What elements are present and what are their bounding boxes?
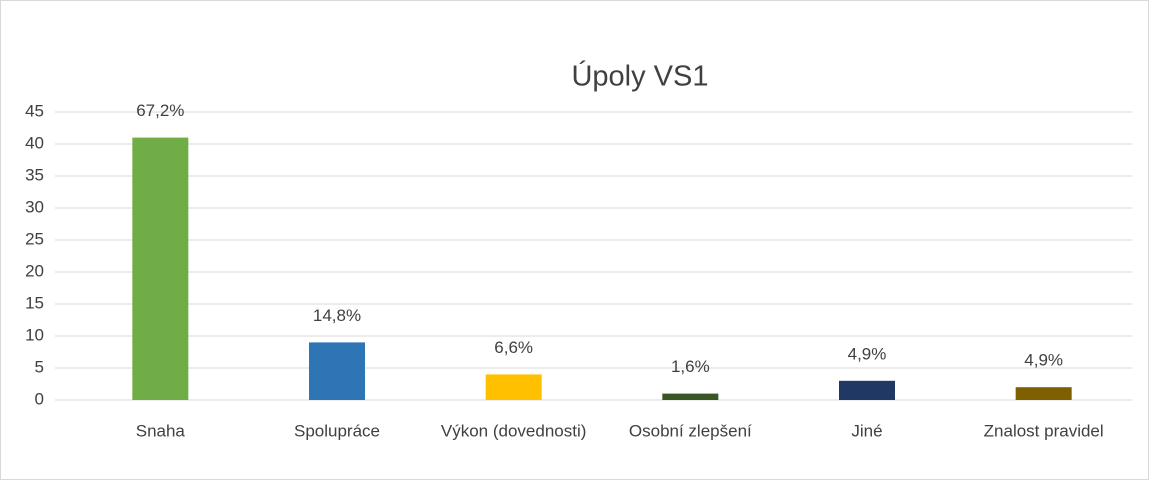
data-label: 14,8% xyxy=(313,306,361,325)
data-label: 1,6% xyxy=(671,357,710,376)
bar xyxy=(132,137,189,400)
data-label: 6,6% xyxy=(494,338,533,357)
x-tick-label: Spolupráce xyxy=(294,421,380,440)
y-tick-label: 45 xyxy=(25,101,44,120)
bar xyxy=(839,380,895,400)
y-tick-label: 10 xyxy=(25,325,44,344)
x-tick-label: Znalost pravidel xyxy=(984,421,1104,440)
y-tick-label: 35 xyxy=(25,165,44,184)
y-tick-label: 15 xyxy=(25,293,44,312)
data-label: 67,2% xyxy=(136,101,184,120)
y-tick-label: 20 xyxy=(25,261,44,280)
y-tick-label: 40 xyxy=(25,133,44,152)
data-label: 4,9% xyxy=(848,344,887,363)
x-tick-label: Jiné xyxy=(851,421,882,440)
bar xyxy=(662,393,719,400)
y-tick-label: 5 xyxy=(35,357,44,376)
x-tick-label: Osobní zlepšení xyxy=(629,421,752,440)
bar xyxy=(309,342,365,400)
x-tick-label: Snaha xyxy=(136,421,186,440)
data-label: 4,9% xyxy=(1024,351,1063,370)
y-tick-label: 30 xyxy=(25,197,44,216)
bar xyxy=(485,374,542,400)
bar xyxy=(1015,387,1072,400)
chart-title: Úpoly VS1 xyxy=(571,60,708,93)
y-tick-label: 0 xyxy=(35,389,44,408)
y-tick-label: 25 xyxy=(25,229,44,248)
x-tick-label: Výkon (dovednosti) xyxy=(441,421,587,440)
